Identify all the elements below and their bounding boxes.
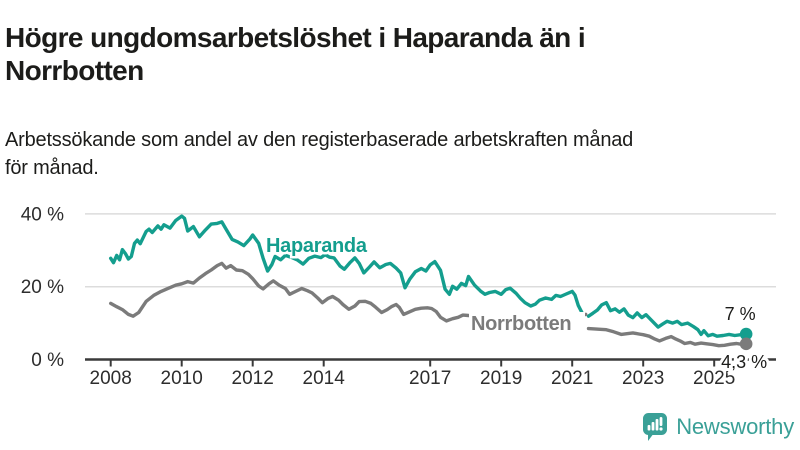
y-tick-label: 40 %: [21, 204, 64, 225]
x-tick-label: 2010: [161, 368, 203, 389]
x-tick-label: 2021: [551, 368, 593, 389]
newsworthy-logo-link[interactable]: Newsworthy: [642, 412, 794, 442]
norrbotten-series-label: Norrbotten: [471, 313, 571, 335]
x-tick-label: 2019: [480, 368, 522, 389]
haparanda-end-value-label: 7 %: [725, 304, 756, 324]
chart-subtitle: Arbetssökande som andel av den registerb…: [5, 129, 634, 179]
x-tick-label: 2023: [622, 368, 664, 389]
x-tick-label: 2025: [693, 368, 735, 389]
chart-title: Högre ungdomsarbetslöshet i Haparanda än…: [5, 21, 586, 86]
newsworthy-icon: [643, 413, 668, 441]
x-tick-label: 2017: [409, 368, 451, 389]
y-tick-label: 0 %: [31, 350, 64, 371]
x-tick-label: 2008: [90, 368, 132, 389]
norrbotten-end-dot: [739, 337, 753, 351]
norrbotten-label-backing: [469, 312, 585, 333]
newsworthy-wordmark: Newsworthy: [676, 414, 794, 439]
x-tick-label: 2012: [232, 368, 274, 389]
x-tick-label: 2014: [303, 368, 346, 389]
norrbotten-line: [586, 326, 748, 348]
haparanda-line: [109, 214, 585, 316]
norrbotten-end-value-label: 4,3 %: [721, 352, 767, 372]
haparanda-series-label: Haparanda: [266, 235, 368, 257]
y-tick-label: 20 %: [21, 277, 64, 298]
haparanda-line: [586, 301, 748, 338]
haparanda-end-dot: [739, 327, 753, 341]
